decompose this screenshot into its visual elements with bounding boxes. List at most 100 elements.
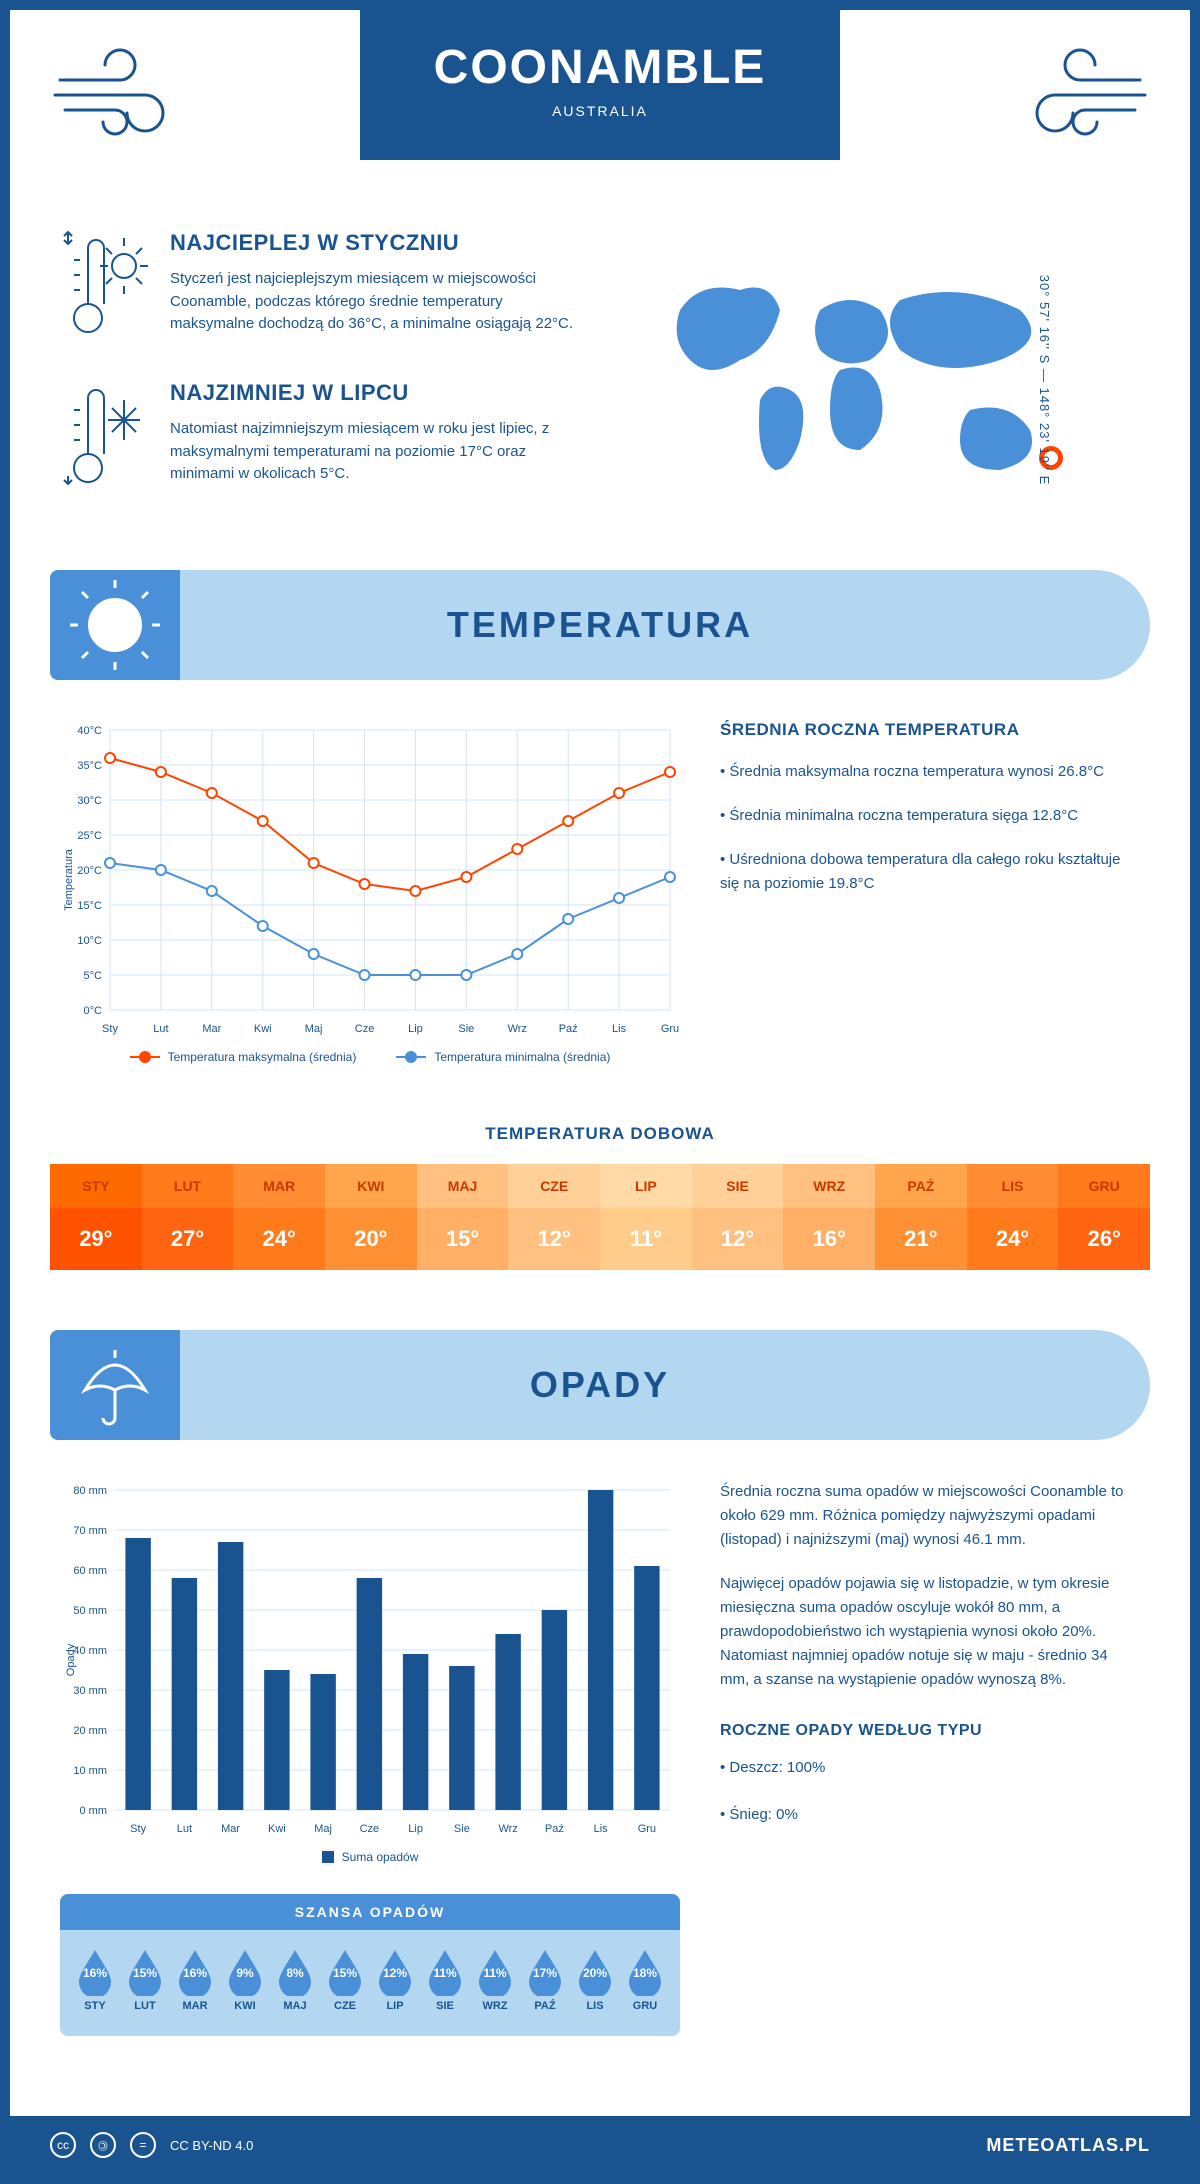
thermometer-hot-icon	[60, 230, 150, 340]
bar-legend-label: Suma opadów	[342, 1850, 419, 1864]
raindrop-icon: 11%	[425, 1946, 465, 1996]
svg-text:Lip: Lip	[408, 1023, 423, 1035]
daily-cell: MAR 24°	[233, 1164, 325, 1270]
temperature-line-chart: 0°C5°C10°C15°C20°C25°C30°C35°C40°CStyLut…	[60, 720, 680, 1040]
raindrop-icon: 15%	[325, 1946, 365, 1996]
page-title: COONAMBLE	[360, 40, 840, 95]
temp-meta-title: ŚREDNIA ROCZNA TEMPERATURA	[720, 720, 1140, 740]
svg-text:Lis: Lis	[612, 1023, 627, 1035]
footer-left: cc 🄯 = CC BY-ND 4.0	[50, 2132, 253, 2158]
raindrop-icon: 12%	[375, 1946, 415, 1996]
chance-month: LUT	[120, 2000, 170, 2012]
type-bullet: • Deszcz: 100%	[720, 1754, 1140, 1781]
svg-text:Lut: Lut	[177, 1823, 192, 1835]
precip-chart-col: 0 mm10 mm20 mm30 mm40 mm50 mm60 mm70 mm8…	[60, 1480, 680, 2036]
svg-text:Paź: Paź	[559, 1023, 578, 1035]
hottest-title: NAJCIEPLEJ W STYCZNIU	[170, 230, 580, 256]
svg-text:Maj: Maj	[314, 1823, 332, 1835]
daily-month: LUT	[142, 1164, 234, 1208]
bar-legend: Suma opadów	[60, 1850, 680, 1864]
chance-cell: 8% MAJ	[270, 1946, 320, 2012]
chance-month: KWI	[220, 2000, 270, 2012]
raindrop-icon: 18%	[625, 1946, 665, 1996]
daily-value: 26°	[1058, 1208, 1150, 1270]
daily-value: 24°	[967, 1208, 1059, 1270]
daily-month: WRZ	[783, 1164, 875, 1208]
daily-month: CZE	[508, 1164, 600, 1208]
chance-value: 9%	[236, 1966, 253, 1980]
daily-value: 15°	[417, 1208, 509, 1270]
svg-text:Mar: Mar	[202, 1023, 221, 1035]
chance-cell: 16% MAR	[170, 1946, 220, 2012]
header-banner: COONAMBLE AUSTRALIA	[360, 10, 840, 160]
hottest-body: Styczeń jest najcieplejszym miesiącem w …	[170, 268, 580, 336]
svg-text:0 mm: 0 mm	[80, 1805, 108, 1817]
chance-value: 15%	[333, 1966, 357, 1980]
chance-cell: 12% LIP	[370, 1946, 420, 2012]
raindrop-icon: 11%	[475, 1946, 515, 1996]
daily-month: LIP	[600, 1164, 692, 1208]
page: COONAMBLE AUSTRALIA NAJCIEPLEJ W STYCZNI…	[0, 0, 1200, 2184]
svg-text:Lis: Lis	[594, 1823, 609, 1835]
daily-value: 12°	[508, 1208, 600, 1270]
intro-section: NAJCIEPLEJ W STYCZNIU Styczeń jest najci…	[10, 210, 1190, 570]
precip-p2: Najwięcej opadów pojawia się w listopadz…	[720, 1572, 1140, 1692]
type-title: ROCZNE OPADY WEDŁUG TYPU	[720, 1722, 1140, 1740]
wind-icon	[1010, 40, 1150, 140]
svg-text:Opady: Opady	[65, 1643, 77, 1676]
svg-text:Sty: Sty	[130, 1823, 146, 1835]
chance-month: LIS	[570, 2000, 620, 2012]
svg-text:40°C: 40°C	[77, 725, 102, 737]
daily-cell: PAŹ 21°	[875, 1164, 967, 1270]
daily-temp-table: STY 29° LUT 27° MAR 24° KWI 20° MAJ 15° …	[50, 1164, 1150, 1270]
svg-text:Gru: Gru	[661, 1023, 679, 1035]
coldest-title: NAJZIMNIEJ W LIPCU	[170, 380, 580, 406]
chance-value: 18%	[633, 1966, 657, 1980]
legend-item: Temperatura minimalna (średnia)	[396, 1050, 610, 1064]
daily-cell: GRU 26°	[1058, 1164, 1150, 1270]
raindrop-icon: 15%	[125, 1946, 165, 1996]
svg-text:Cze: Cze	[355, 1023, 375, 1035]
chance-cell: 18% GRU	[620, 1946, 670, 2012]
svg-text:5°C: 5°C	[84, 970, 103, 982]
raindrop-icon: 9%	[225, 1946, 265, 1996]
chance-value: 11%	[433, 1966, 456, 1980]
raindrop-icon: 8%	[275, 1946, 315, 1996]
footer: cc 🄯 = CC BY-ND 4.0 METEOATLAS.PL	[10, 2116, 1190, 2174]
daily-month: KWI	[325, 1164, 417, 1208]
chance-cell: 9% KWI	[220, 1946, 270, 2012]
chance-row: 16% STY 15% LUT 16% MAR 9% KWI 8% MAJ	[60, 1930, 680, 2020]
chance-month: MAR	[170, 2000, 220, 2012]
svg-text:60 mm: 60 mm	[73, 1565, 107, 1577]
daily-value: 27°	[142, 1208, 234, 1270]
thermometer-cold-icon	[60, 380, 150, 490]
chance-month: LIP	[370, 2000, 420, 2012]
chance-month: WRZ	[470, 2000, 520, 2012]
chance-month: STY	[70, 2000, 120, 2012]
precip-p1: Średnia roczna suma opadów w miejscowośc…	[720, 1480, 1140, 1552]
legend-item: Temperatura maksymalna (średnia)	[130, 1050, 357, 1064]
raindrop-icon: 16%	[175, 1946, 215, 1996]
raindrop-icon: 20%	[575, 1946, 615, 1996]
chance-title: SZANSA OPADÓW	[60, 1894, 680, 1930]
svg-text:Sty: Sty	[102, 1023, 118, 1035]
bar-legend-swatch	[322, 1851, 334, 1863]
precip-banner: OPADY	[50, 1330, 1150, 1440]
daily-month: MAJ	[417, 1164, 509, 1208]
chance-month: MAJ	[270, 2000, 320, 2012]
temp-chart-col: 0°C5°C10°C15°C20°C25°C30°C35°C40°CStyLut…	[60, 720, 680, 1064]
svg-text:Lip: Lip	[408, 1823, 423, 1835]
daily-value: 11°	[600, 1208, 692, 1270]
hottest-block: NAJCIEPLEJ W STYCZNIU Styczeń jest najci…	[60, 230, 580, 340]
temp-meta-bullet: • Średnia minimalna roczna temperatura s…	[720, 804, 1140, 828]
chance-cell: 15% CZE	[320, 1946, 370, 2012]
daily-month: GRU	[1058, 1164, 1150, 1208]
svg-text:15°C: 15°C	[77, 900, 102, 912]
header: COONAMBLE AUSTRALIA	[10, 10, 1190, 210]
temp-meta-bullet: • Uśredniona dobowa temperatura dla całe…	[720, 848, 1140, 896]
svg-text:Gru: Gru	[638, 1823, 656, 1835]
temperature-title: TEMPERATURA	[447, 604, 753, 646]
coldest-block: NAJZIMNIEJ W LIPCU Natomiast najzimniejs…	[60, 380, 580, 490]
chance-cell: 11% SIE	[420, 1946, 470, 2012]
daily-value: 21°	[875, 1208, 967, 1270]
